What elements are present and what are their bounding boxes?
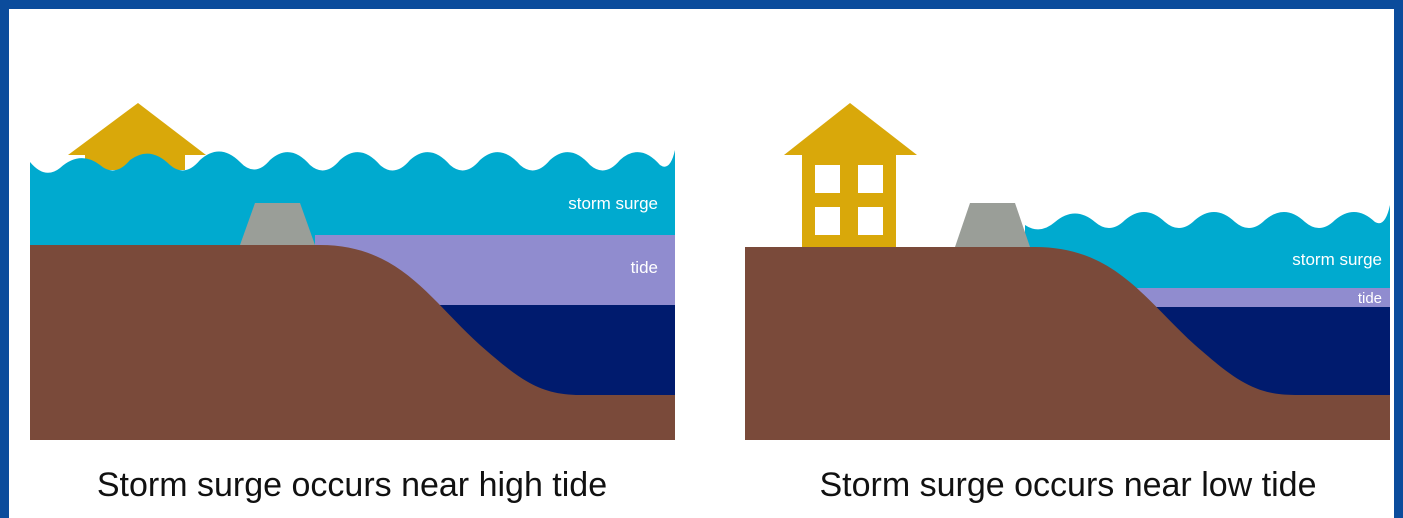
seawall	[240, 203, 315, 245]
water	[30, 150, 675, 250]
tide-label: tide	[631, 258, 658, 277]
window	[858, 207, 883, 235]
seawall	[955, 203, 1030, 247]
land	[745, 247, 1390, 440]
tide-label: tide	[1358, 290, 1382, 307]
caption: Storm surge occurs near high tide	[97, 466, 607, 504]
window	[815, 165, 840, 193]
panel-low-tide: storm surge tide Storm surge occurs near…	[745, 103, 1390, 504]
window	[858, 165, 883, 193]
panel-high-tide: storm surge tide Storm surge occurs near…	[30, 103, 675, 504]
caption: Storm surge occurs near low tide	[820, 466, 1317, 504]
house-roof	[784, 103, 917, 155]
water	[1025, 205, 1390, 290]
window	[815, 207, 840, 235]
surge-label: storm surge	[568, 194, 658, 213]
tide-band	[1100, 288, 1390, 309]
house-roof	[68, 103, 206, 155]
land	[30, 245, 675, 440]
surge-label: storm surge	[1292, 250, 1382, 269]
